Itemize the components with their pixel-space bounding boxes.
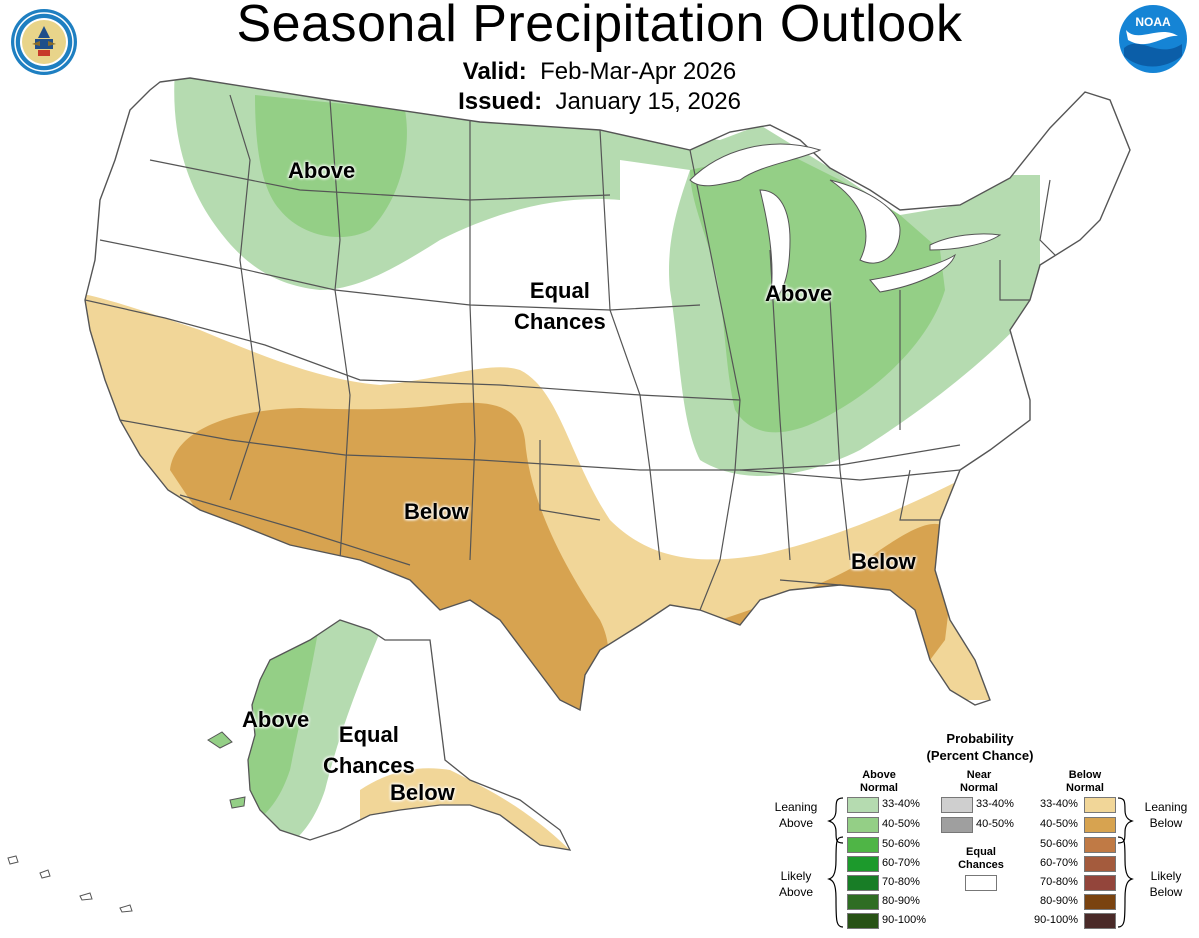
swatch-label-above-33-40: 33-40% [882, 798, 920, 810]
legend-below-normal-header: Below Normal [1050, 769, 1120, 795]
leaning-above-label: Leaning Above [764, 799, 828, 831]
swatch-above-33-40 [847, 797, 879, 813]
near-header-line1: Near [966, 769, 992, 781]
near-header-line2: Normal [960, 782, 998, 795]
below-header-line1: Below [1068, 769, 1102, 781]
swatch-label-below-40-50: 40-50% [1040, 818, 1078, 830]
swatch-label-near-40-50: 40-50% [976, 818, 1014, 830]
likely-below-line2: Below [1149, 885, 1183, 900]
swatch-label-above-40-50: 40-50% [882, 818, 920, 830]
swatch-below-40-50 [1084, 817, 1116, 833]
likely-above-label: Likely Above [764, 868, 828, 900]
swatch-near-40-50 [941, 817, 973, 833]
leaning-above-line2: Above [778, 816, 814, 831]
swatch-label-above-90-100: 90-100% [882, 914, 927, 926]
likely-below-label: Likely Below [1134, 868, 1198, 900]
leaning-above-line1: Leaning [774, 800, 818, 814]
alaska-islands [207, 731, 246, 809]
swatch-label-below-33-40: 33-40% [1040, 798, 1078, 810]
swatch-label-above-60-70: 60-70% [882, 857, 920, 869]
label-ak-equal-line1: Equal [338, 722, 399, 747]
label-below-southeast: Below [851, 549, 916, 574]
issued-label: Issued: [458, 88, 543, 115]
label-equal-line1: Equal [529, 278, 590, 303]
label-below-southwest: Below [404, 499, 469, 524]
swatch-label-below-90-100: 90-100% [1034, 914, 1079, 926]
label-above-ohio-valley: Above [765, 281, 833, 306]
swatch-equal-chances [965, 875, 997, 891]
label-chances-line2: Chances [514, 308, 606, 334]
swatch-label-near-33-40: 33-40% [976, 798, 1014, 810]
issued-line: Issued: January 15, 2026 [0, 88, 1199, 116]
swatch-label-above-50-60: 50-60% [882, 838, 920, 850]
swatch-label-below-70-80: 70-80% [1040, 876, 1078, 888]
legend-title-line1: Probability [946, 731, 1014, 746]
legend-near-normal-header: Near Normal [944, 769, 1014, 795]
above-header-line2: Normal [860, 782, 898, 795]
state-borders [85, 94, 1061, 611]
swatch-below-33-40 [1084, 797, 1116, 813]
likely-above-line2: Above [778, 885, 814, 900]
valid-line: Valid: Feb-Mar-Apr 2026 [0, 58, 1199, 86]
issued-value: January 15, 2026 [555, 88, 741, 115]
swatch-above-90-100 [847, 913, 879, 929]
swatch-below-70-80 [1084, 875, 1116, 891]
swatch-above-60-70 [847, 856, 879, 872]
department-of-commerce-seal [11, 9, 77, 75]
label-ak-chances-line2: Chances [323, 752, 415, 778]
swatch-label-above-80-90: 80-90% [882, 895, 920, 907]
swatch-below-60-70 [1084, 856, 1116, 872]
equal-line2: Chances [958, 859, 1004, 872]
legend-title: Probability (Percent Chance) [900, 731, 1060, 765]
swatch-above-80-90 [847, 894, 879, 910]
label-above-alaska: Above [242, 707, 310, 732]
swatch-label-above-70-80: 70-80% [882, 876, 920, 888]
likely-below-line1: Likely [1150, 869, 1182, 883]
swatch-above-70-80 [847, 875, 879, 891]
swatch-above-40-50 [847, 817, 879, 833]
swatch-label-below-60-70: 60-70% [1040, 857, 1078, 869]
swatch-label-below-50-60: 50-60% [1040, 838, 1078, 850]
svg-text:NOAA: NOAA [1135, 15, 1171, 29]
valid-value: Feb-Mar-Apr 2026 [540, 58, 737, 85]
label-equal-chances-central: Equal Chances [514, 276, 606, 338]
leaning-below-label: Leaning Below [1134, 799, 1198, 831]
page-title: Seasonal Precipitation Outlook [236, 0, 963, 53]
aleutian-islands [7, 855, 133, 913]
below-header-line2: Normal [1066, 782, 1104, 795]
leaning-below-line1: Leaning [1144, 800, 1188, 814]
swatch-below-50-60 [1084, 837, 1116, 853]
label-above-northwest: Above [288, 158, 356, 183]
legend-above-normal-header: Above Normal [844, 769, 914, 795]
great-lakes [689, 143, 1002, 301]
noaa-logo: NOAA [1119, 5, 1187, 73]
above-header-line1: Above [862, 769, 896, 781]
label-equal-chances-alaska: Equal Chances [323, 720, 415, 782]
legend-title-line2: (Percent Chance) [926, 747, 1034, 763]
swatch-near-33-40 [941, 797, 973, 813]
label-below-alaska: Below [390, 780, 455, 805]
valid-label: Valid: [462, 58, 527, 85]
swatch-below-80-90 [1084, 894, 1116, 910]
equal-line1: Equal [966, 846, 996, 858]
likely-above-line1: Likely [780, 869, 812, 883]
swatch-label-below-80-90: 80-90% [1040, 895, 1078, 907]
swatch-below-90-100 [1084, 913, 1116, 929]
leaning-below-line2: Below [1149, 816, 1183, 831]
swatch-above-50-60 [847, 837, 879, 853]
legend-equal-chances-label: Equal Chances [946, 846, 1016, 872]
